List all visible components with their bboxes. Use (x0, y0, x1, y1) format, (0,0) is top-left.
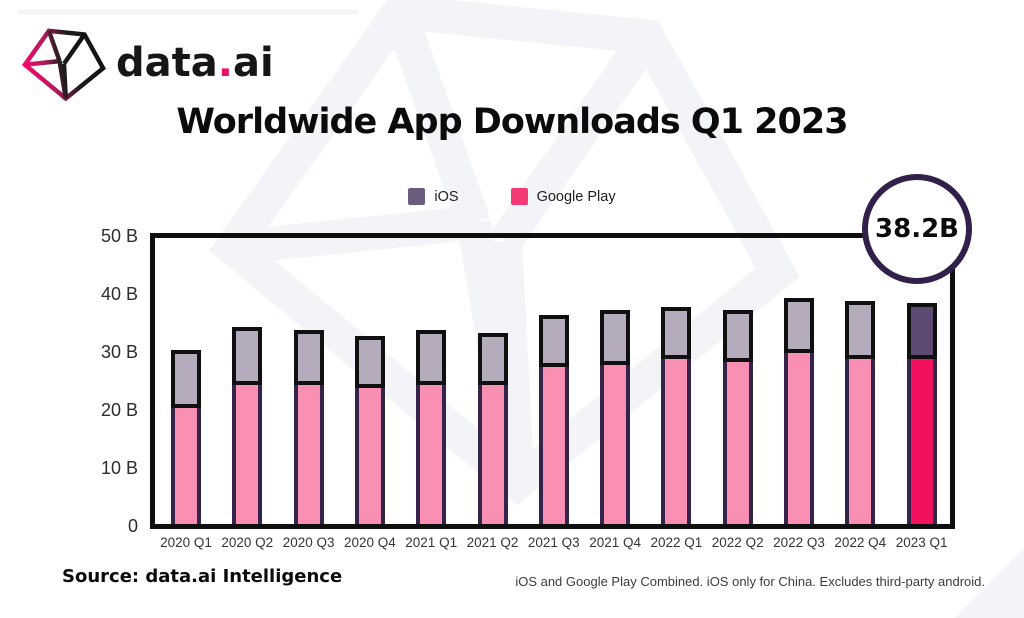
x-axis-tick-2022-q1: 2022 Q1 (650, 535, 703, 550)
y-axis-tick: 50 B (100, 225, 138, 246)
y-axis-tick: 30 B (100, 341, 138, 362)
bar-2020-q3-ios (293, 330, 324, 385)
bar-2022-q1-ios (661, 307, 692, 359)
bar-2021-q4-google-play (600, 362, 631, 524)
x-axis-tick-2022-q3: 2022 Q3 (773, 535, 825, 550)
x-axis-tick-2021-q3: 2021 Q3 (527, 535, 580, 550)
bar-2023-q1-ios (906, 303, 937, 359)
bar-2022-q2-ios (722, 310, 753, 362)
methodology-note: iOS and Google Play Combined. iOS only f… (515, 574, 985, 589)
x-axis-tick-2020-q1: 2020 Q1 (160, 535, 212, 550)
legend-item-ios: iOS (408, 188, 459, 205)
bar-2020-q4-google-play (354, 385, 385, 524)
legend-label-google-play: Google Play (536, 188, 616, 205)
bar-2020-q1-ios (171, 350, 201, 408)
legend-label-ios: iOS (434, 188, 459, 205)
x-axis-tick-2022-q4: 2022 Q4 (834, 535, 887, 550)
x-axis-tick-2021-q4: 2021 Q4 (589, 535, 641, 550)
bar-2020-q1-google-play (171, 405, 201, 524)
brand-logo: data.ai (18, 22, 274, 102)
x-axis: 2020 Q1 2020 Q2 2020 Q3 2020 Q4 2021 Q1 2021 … (0, 535, 1024, 559)
y-axis-tick: 10 B (100, 457, 138, 478)
dataai-diamond-icon (21, 28, 106, 102)
bar-2021-q1-google-play (416, 382, 447, 524)
bar-2020-q4-ios (354, 336, 385, 388)
chart-title: Worldwide App Downloads Q1 2023 (176, 102, 848, 142)
x-axis-tick-2021-q1: 2021 Q1 (405, 535, 458, 550)
bar-2020-q2-ios (232, 327, 263, 385)
bar-2020-q3-google-play (293, 382, 324, 524)
bar-2021-q2-ios (477, 333, 508, 385)
chart-plot-area (150, 233, 955, 529)
bar-2022-q1-google-play (661, 356, 692, 524)
bar-2022-q4-ios (845, 301, 876, 359)
bar-2022-q4-google-play (845, 356, 876, 524)
bar-2021-q3-google-play (538, 364, 569, 524)
bar-2023-q1-google-play (906, 356, 937, 524)
bar-2022-q3-ios (784, 298, 814, 353)
y-axis: 50 B 40 B 30 B 20 B 10 B 0 (58, 0, 138, 618)
total-downloads-badge: 38.2B (862, 174, 972, 284)
x-axis-tick-2021-q2: 2021 Q2 (466, 535, 519, 550)
x-axis-tick-2020-q4: 2020 Q4 (343, 535, 396, 550)
y-axis-tick: 20 B (100, 399, 138, 420)
x-axis-tick-2020-q3: 2020 Q3 (282, 535, 335, 550)
bar-2022-q2-google-play (722, 359, 753, 524)
x-axis-tick-2020-q2: 2020 Q2 (221, 535, 274, 550)
y-axis-tick: 0 (127, 515, 138, 536)
bar-2021-q3-ios (538, 315, 569, 367)
bar-2022-q3-google-play (784, 350, 814, 524)
brand-wordmark: data.ai (116, 40, 274, 86)
bar-2020-q2-google-play (232, 382, 263, 524)
brand-dot: . (217, 40, 233, 86)
legend-item-google-play: Google Play (510, 188, 616, 205)
ios-swatch-icon (408, 188, 426, 205)
x-axis-tick-2023-q1: 2023 Q1 (895, 535, 948, 550)
source-credit: Source: data.ai Intelligence (62, 566, 343, 587)
y-axis-tick: 40 B (100, 283, 138, 304)
bars-layer (155, 238, 950, 524)
bar-2021-q1-ios (416, 330, 447, 385)
bar-2021-q4-ios (600, 310, 631, 365)
bar-2021-q2-google-play (477, 382, 508, 524)
google-play-swatch-icon (510, 188, 528, 205)
x-axis-tick-2022-q2: 2022 Q2 (711, 535, 764, 550)
